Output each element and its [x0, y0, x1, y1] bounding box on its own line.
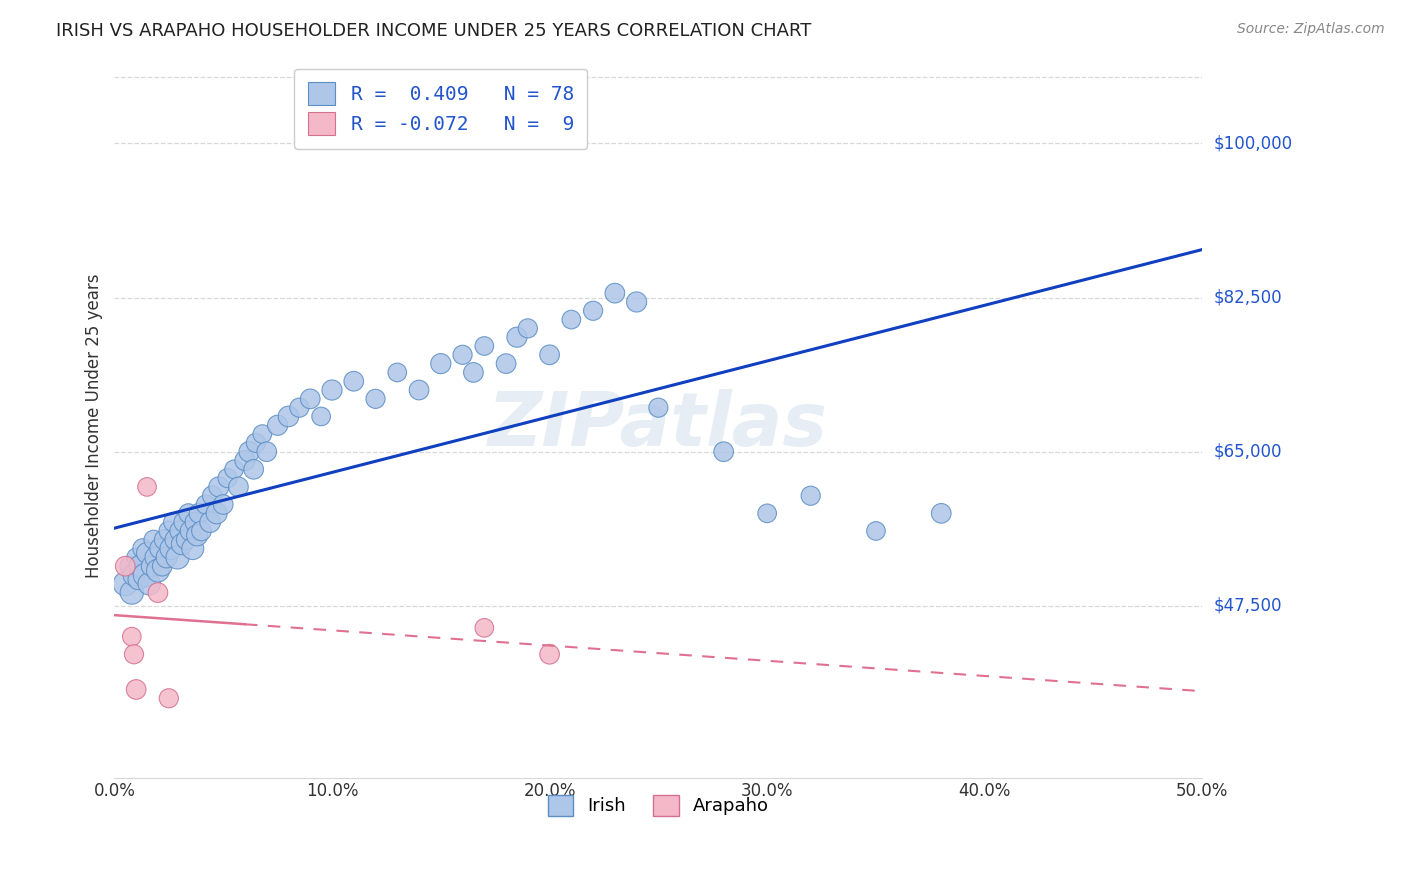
Point [169, 524, 191, 538]
Point [277, 409, 299, 424]
Point [603, 286, 626, 301]
Text: ZIPatlas: ZIPatlas [488, 389, 828, 462]
Text: $100,000: $100,000 [1213, 135, 1292, 153]
Text: Source: ZipAtlas.com: Source: ZipAtlas.com [1237, 22, 1385, 37]
Point [142, 533, 165, 547]
Point [118, 559, 141, 574]
Point [122, 568, 145, 582]
Point [150, 559, 173, 574]
Point [506, 330, 529, 344]
Point [472, 621, 495, 635]
Point [125, 550, 148, 565]
Point [538, 647, 561, 661]
Point [146, 564, 169, 578]
Point [162, 515, 184, 529]
Point [125, 682, 148, 697]
Point [208, 480, 231, 494]
Point [153, 533, 176, 547]
Point [121, 585, 143, 599]
Point [212, 498, 235, 512]
Point [516, 321, 538, 335]
Point [181, 541, 204, 556]
Y-axis label: Householder Income Under 25 years: Householder Income Under 25 years [86, 273, 103, 577]
Point [647, 401, 669, 415]
Point [157, 691, 180, 706]
Point [141, 559, 163, 574]
Point [173, 515, 195, 529]
Text: $65,000: $65,000 [1213, 442, 1282, 460]
Point [174, 533, 197, 547]
Point [800, 489, 823, 503]
Point [408, 383, 430, 397]
Point [288, 401, 311, 415]
Point [201, 489, 224, 503]
Point [309, 409, 332, 424]
Point [121, 630, 143, 644]
Point [177, 506, 200, 520]
Point [122, 647, 145, 661]
Point [184, 515, 207, 529]
Text: $47,500: $47,500 [1213, 597, 1282, 615]
Point [146, 585, 169, 599]
Point [149, 541, 172, 556]
Point [165, 533, 187, 547]
Point [451, 348, 474, 362]
Point [242, 462, 264, 476]
Point [114, 576, 136, 591]
Point [256, 444, 278, 458]
Point [560, 312, 582, 326]
Point [129, 559, 152, 574]
Point [186, 528, 208, 542]
Point [495, 357, 517, 371]
Point [756, 506, 779, 520]
Point [538, 348, 561, 362]
Point [252, 427, 274, 442]
Point [233, 453, 256, 467]
Point [166, 550, 188, 565]
Point [364, 392, 387, 406]
Point [145, 550, 167, 565]
Point [190, 524, 212, 538]
Point [138, 576, 160, 591]
Point [463, 366, 485, 380]
Point [194, 498, 217, 512]
Point [188, 506, 211, 520]
Point [127, 573, 149, 587]
Point [929, 506, 952, 520]
Point [865, 524, 887, 538]
Point [430, 357, 453, 371]
Text: IRISH VS ARAPAHO HOUSEHOLDER INCOME UNDER 25 YEARS CORRELATION CHART: IRISH VS ARAPAHO HOUSEHOLDER INCOME UNDE… [56, 22, 811, 40]
Legend: Irish, Arapaho: Irish, Arapaho [538, 786, 778, 825]
Point [180, 524, 202, 538]
Point [136, 546, 159, 560]
Point [114, 559, 136, 574]
Point [217, 471, 239, 485]
Point [156, 550, 179, 565]
Point [266, 418, 288, 433]
Point [387, 366, 409, 380]
Point [321, 383, 343, 397]
Point [205, 506, 228, 520]
Point [238, 444, 260, 458]
Point [131, 541, 153, 556]
Point [472, 339, 495, 353]
Point [713, 444, 735, 458]
Point [343, 374, 366, 388]
Point [170, 537, 193, 551]
Point [626, 295, 648, 310]
Point [136, 480, 159, 494]
Point [222, 462, 245, 476]
Point [299, 392, 322, 406]
Text: $82,500: $82,500 [1213, 289, 1282, 307]
Point [160, 541, 183, 556]
Point [582, 303, 605, 318]
Point [245, 436, 267, 450]
Point [134, 568, 156, 582]
Point [157, 524, 180, 538]
Point [198, 515, 221, 529]
Point [228, 480, 250, 494]
